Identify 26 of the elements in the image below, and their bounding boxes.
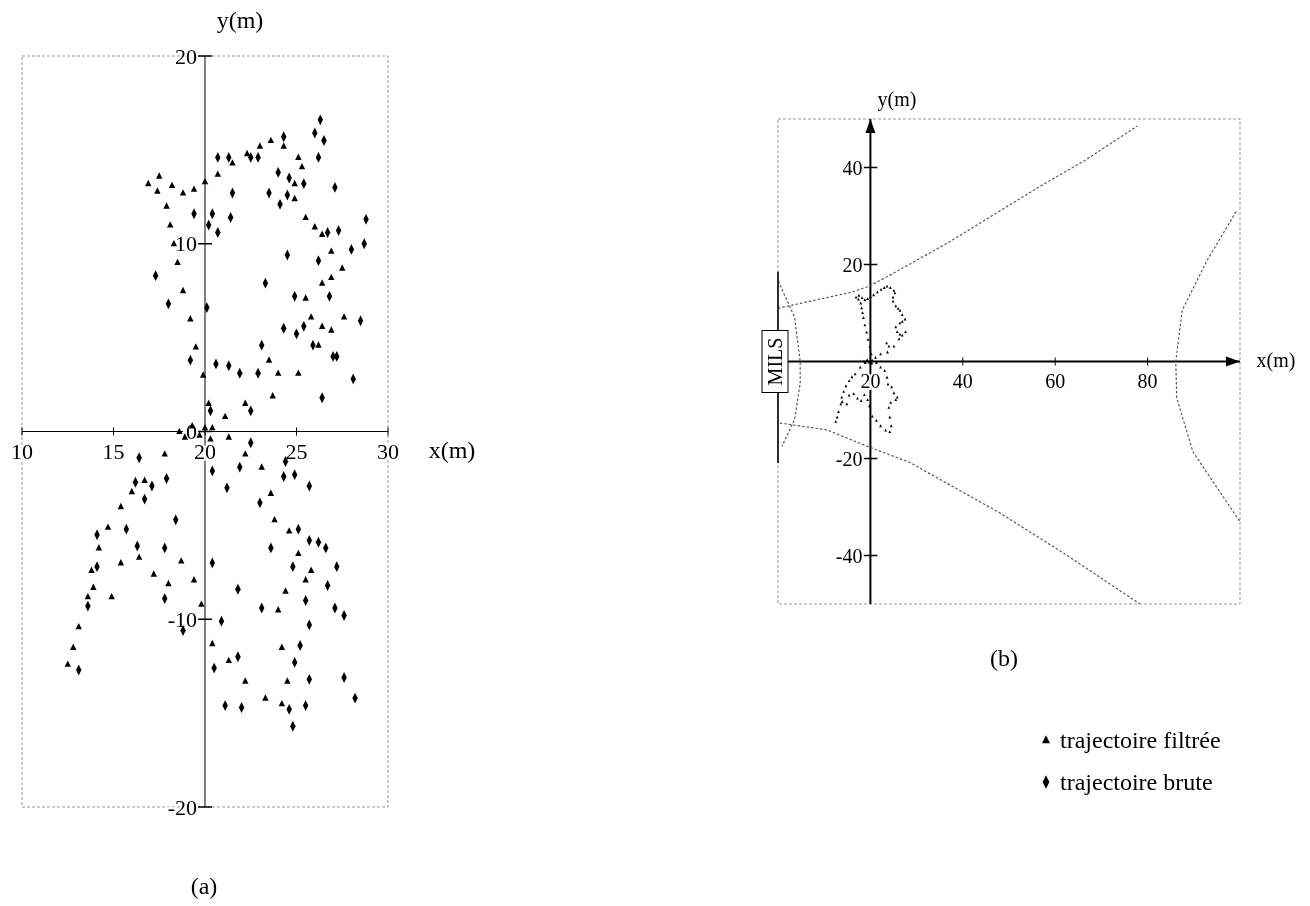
legend-label: trajectoire brute [1060, 769, 1213, 796]
annotation: MILS [764, 337, 786, 386]
y-tick-label: 40 [842, 156, 863, 179]
x-tick-label: 20 [194, 439, 216, 465]
y-tick-label: -40 [835, 544, 863, 567]
x-tick-label: 10 [11, 439, 33, 465]
x-tick-label: 60 [1045, 369, 1066, 392]
x-tick-label: 25 [285, 439, 308, 465]
y-tick-label: 10 [175, 231, 197, 257]
legend-label: trajectoire filtrée [1060, 727, 1221, 754]
line-series [1175, 211, 1241, 522]
x-axis-title: x(m) [428, 437, 476, 463]
y-axis-title: y(m) [216, 7, 264, 33]
text: (b) [990, 645, 1018, 671]
y-tick-label: 20 [842, 253, 863, 276]
y-axis-title: y(m) [877, 88, 917, 111]
y-tick-label: -20 [167, 794, 197, 820]
x-tick-label: 40 [952, 369, 973, 392]
text: (a) [190, 873, 218, 899]
x-tick-label: 15 [102, 439, 125, 465]
x-axis-title: x(m) [1256, 349, 1296, 372]
x-tick-label: 80 [1137, 369, 1158, 392]
y-tick-label: -10 [167, 606, 197, 632]
y-tick-label: 20 [175, 43, 197, 69]
y-tick-label: -20 [835, 447, 863, 470]
x-tick-label: 30 [377, 439, 399, 465]
